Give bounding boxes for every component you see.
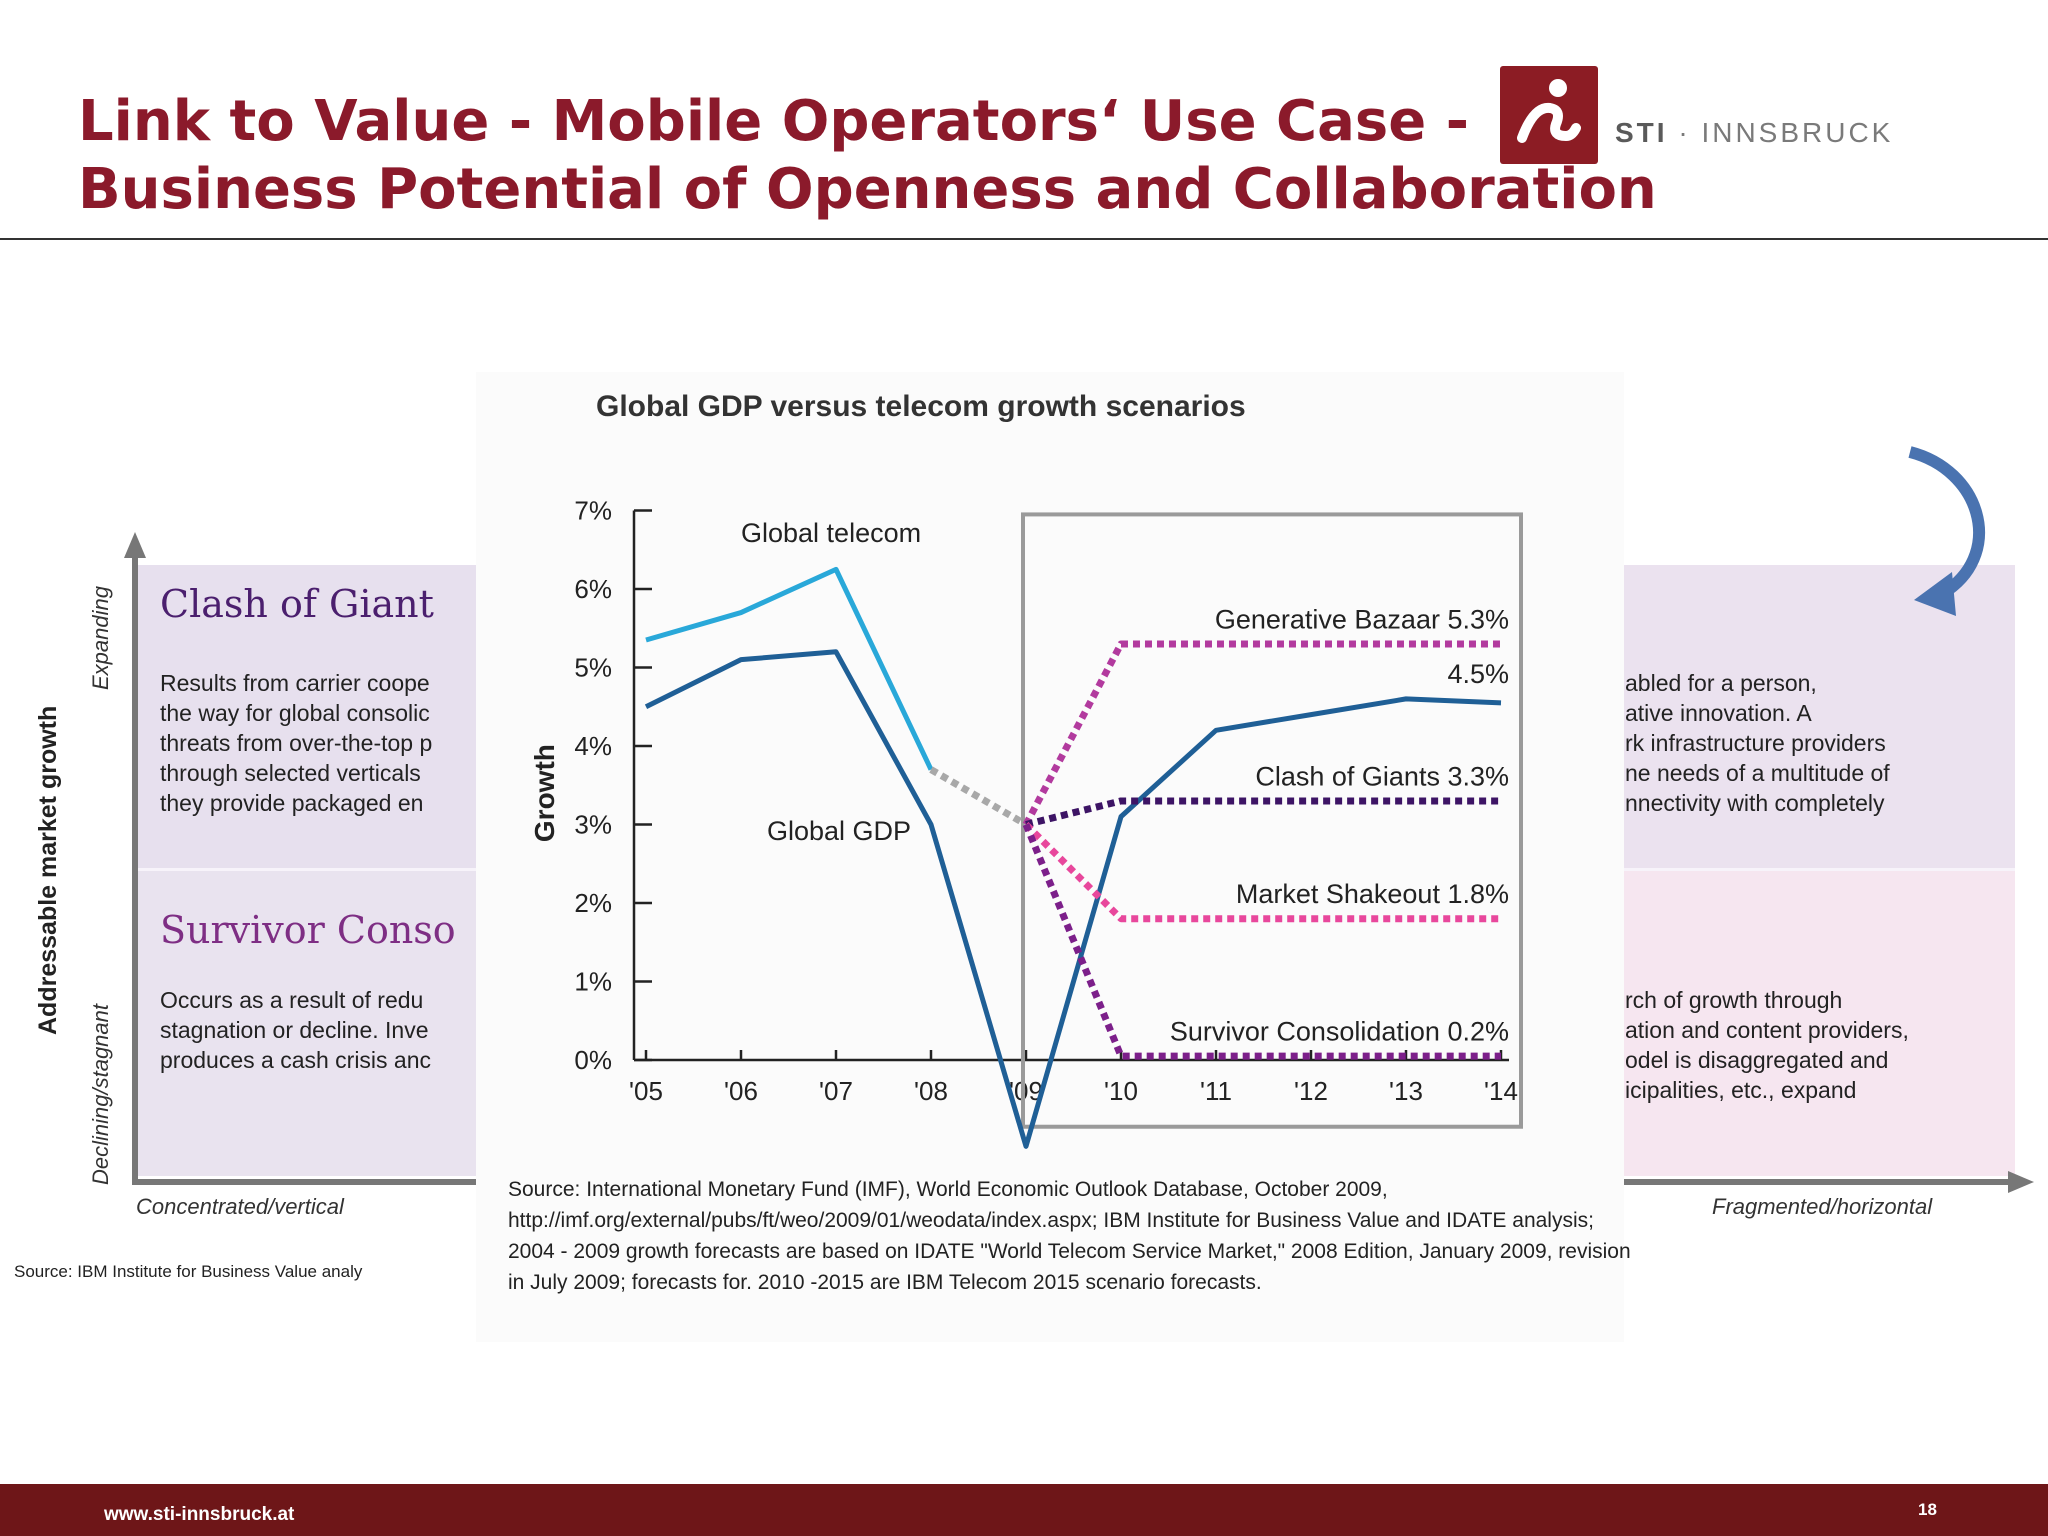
x-tick-label: '07 xyxy=(819,1076,853,1106)
chart-axes: 0%1%2%3%4%5%6%7%'05'06'07'08'09'10'11'12… xyxy=(529,496,1518,1107)
sti-logo-icon xyxy=(1500,66,1598,164)
slide-title-line-1: Link to Value - Mobile Operators‘ Use Ca… xyxy=(78,89,1469,154)
series-label: Generative Bazaar 5.3% xyxy=(1215,604,1509,634)
growth-chart: 0%1%2%3%4%5%6%7%'05'06'07'08'09'10'11'12… xyxy=(529,496,1523,1149)
chart-title: Global GDP versus telecom growth scenari… xyxy=(596,390,1246,423)
matrix-y-axis-title: Addressable market growth xyxy=(34,705,62,1035)
y-tick-label: 5% xyxy=(574,653,612,683)
series-line xyxy=(645,566,934,771)
series-label: 4.5% xyxy=(1447,659,1509,689)
series-label: Global GDP xyxy=(767,816,911,846)
clash-of-giants-title: Clash of Giant xyxy=(160,582,434,626)
matrix-y-bottom-label: Declining/stagnant xyxy=(88,1003,113,1185)
x-tick-label: '06 xyxy=(724,1076,758,1106)
chart-panel xyxy=(476,372,1624,1342)
series-label: Clash of Giants 3.3% xyxy=(1255,761,1509,791)
footer-url: www.sti-innsbruck.at xyxy=(104,1504,295,1525)
series-line xyxy=(1023,822,1501,923)
series-line xyxy=(1025,797,1501,828)
y-tick-label: 1% xyxy=(574,967,612,997)
y-tick-label: 7% xyxy=(574,496,612,526)
x-axis-arrow-icon xyxy=(2008,1171,2034,1193)
clash-of-giants-text: Results from carrier coope the way for g… xyxy=(160,670,433,816)
market-shakeout-text: rch of growth through ation and content … xyxy=(1625,987,1909,1103)
x-tick-label: '14 xyxy=(1484,1076,1518,1106)
forecast-box-rect xyxy=(1021,512,1523,1129)
x-tick-label: '11 xyxy=(1200,1076,1232,1106)
chart-series xyxy=(644,566,1502,1149)
y-axis-arrow-icon xyxy=(124,532,146,558)
x-tick-label: '13 xyxy=(1389,1076,1423,1106)
x-tick-label: '05 xyxy=(629,1076,663,1106)
header-divider xyxy=(0,238,2048,240)
quadrant-bottom-right xyxy=(1623,871,2015,1176)
x-tick-label: '08 xyxy=(914,1076,948,1106)
x-tick-label: '10 xyxy=(1104,1076,1138,1106)
series-label: Global telecom xyxy=(741,518,921,548)
sti-logo-text: STI · INNSBRUCK xyxy=(1615,117,1894,148)
chart-labels: Global telecom Global GDP 4.5% Generative B… xyxy=(741,518,1509,1046)
quadrant-top-right xyxy=(1623,565,2015,871)
series-label: Survivor Consolidation 0.2% xyxy=(1170,1016,1509,1046)
slide-title: Link to Value - Mobile Operators‘ Use Ca… xyxy=(78,88,1698,224)
slide-title-line-2: Business Potential of Openness and Colla… xyxy=(78,157,1657,222)
series-line xyxy=(1022,640,1501,827)
footer-bar xyxy=(0,1484,2048,1536)
curved-arrow-icon xyxy=(1908,446,1985,616)
series-line xyxy=(929,766,1028,828)
page-number: 18 xyxy=(1918,1500,1937,1519)
y-tick-label: 6% xyxy=(574,574,612,604)
y-axis-title: Growth xyxy=(529,744,560,842)
forecast-box xyxy=(1021,512,1523,1129)
y-tick-label: 0% xyxy=(574,1045,612,1075)
survivor-consolidation-text: Occurs as a result of redu stagnation or… xyxy=(160,987,432,1073)
y-tick-label: 2% xyxy=(574,888,612,918)
matrix-x-left-label: Concentrated/vertical xyxy=(136,1194,344,1219)
chart-source-note: Source: International Monetary Fund (IMF… xyxy=(508,1178,1631,1294)
matrix-x-right-label: Fragmented/horizontal xyxy=(1712,1194,1933,1219)
x-tick-label: '12 xyxy=(1294,1076,1328,1106)
series-label: Market Shakeout 1.8% xyxy=(1236,879,1509,909)
matrix-y-top-label: Expanding xyxy=(88,586,113,690)
series-line xyxy=(644,649,1502,1149)
y-tick-label: 4% xyxy=(574,731,612,761)
matrix-source-note: Source: IBM Institute for Business Value… xyxy=(14,1262,363,1281)
y-axis-line xyxy=(132,555,138,1185)
generative-bazaar-text: abled for a person, ative innovation. A … xyxy=(1625,670,1890,816)
y-tick-label: 3% xyxy=(574,810,612,840)
survivor-consolidation-title: Survivor Conso xyxy=(160,908,456,952)
